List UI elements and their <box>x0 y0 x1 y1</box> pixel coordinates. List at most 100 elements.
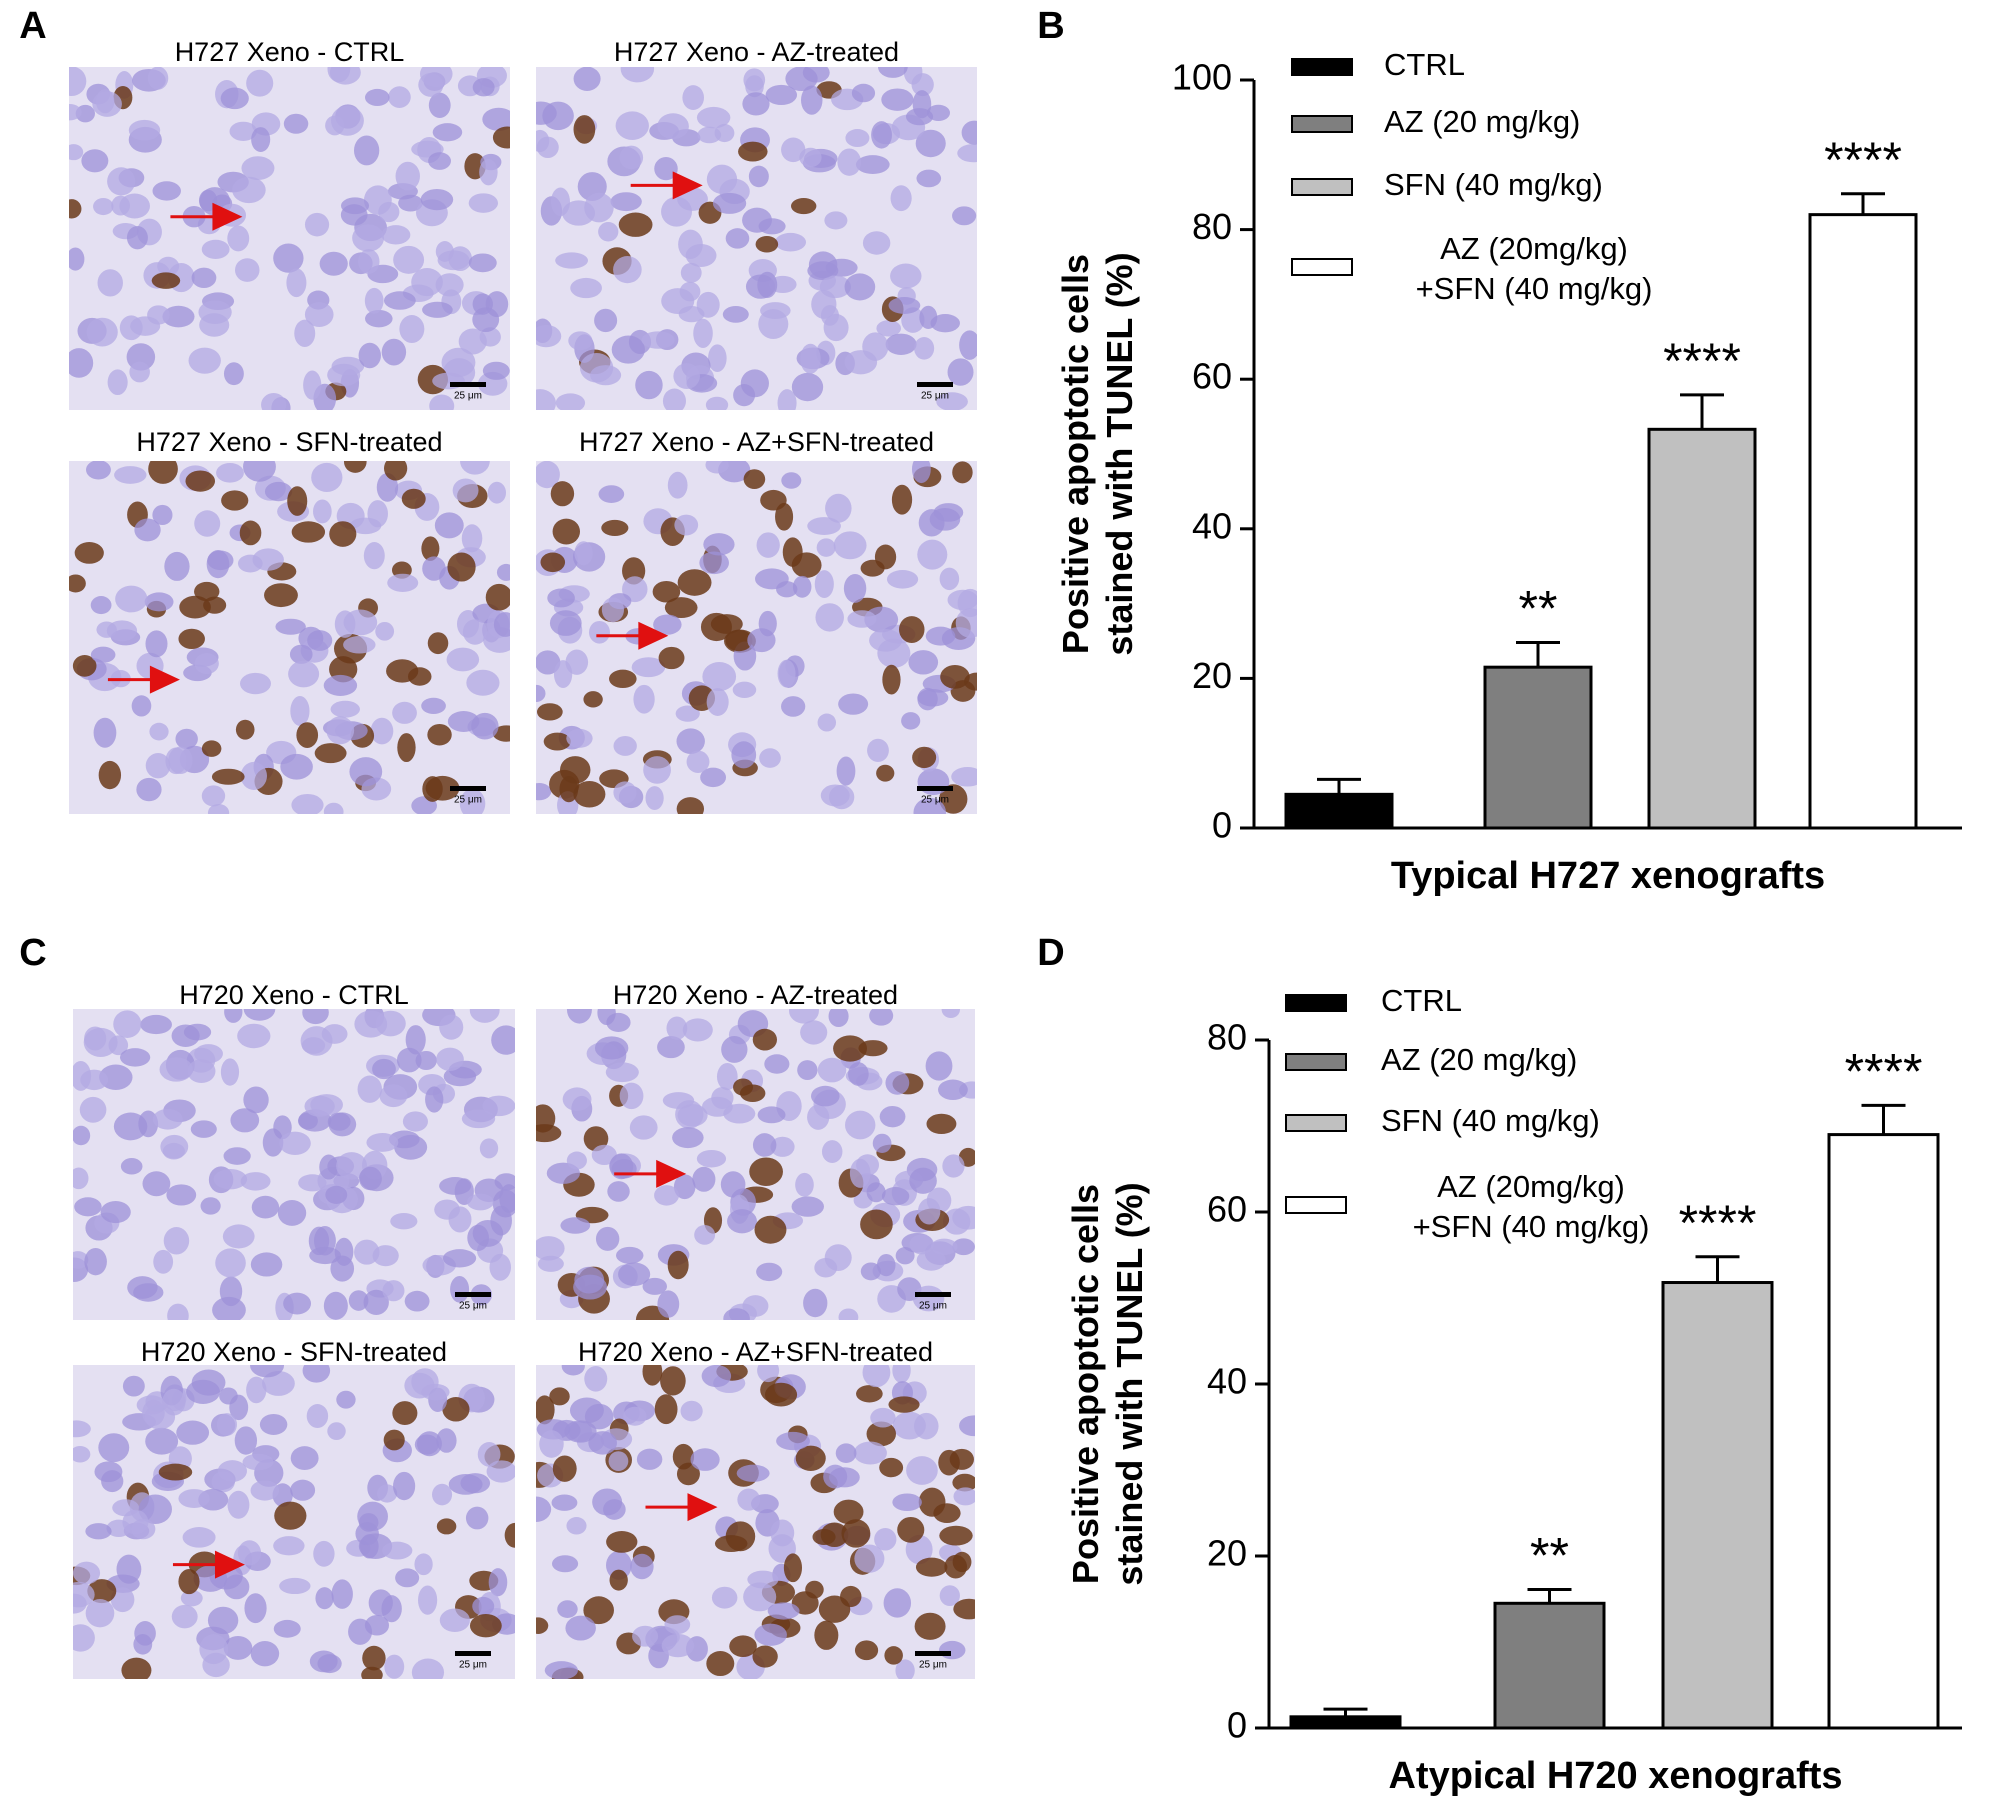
nucleus <box>120 1158 143 1175</box>
arrow-head <box>638 621 669 650</box>
nucleus <box>619 1082 644 1110</box>
nucleus <box>336 1390 356 1409</box>
nucleus <box>436 1428 457 1453</box>
nucleus <box>848 1062 869 1086</box>
nucleus <box>631 657 666 678</box>
nucleus <box>180 1590 203 1607</box>
nucleus <box>952 206 977 226</box>
nucleus <box>564 1420 597 1443</box>
nucleus <box>909 1167 937 1194</box>
nucleus <box>536 461 560 489</box>
nucleus <box>756 532 780 558</box>
nucleus <box>145 753 171 779</box>
nucleus <box>194 510 221 537</box>
nucleus <box>178 1489 210 1509</box>
nucleus <box>106 620 138 642</box>
nucleus <box>286 268 307 298</box>
nucleus <box>708 344 727 373</box>
nucleus <box>227 225 250 252</box>
nucleus <box>491 1025 515 1055</box>
nucleus <box>472 307 500 333</box>
nucleus <box>331 105 364 136</box>
nucleus <box>925 1051 953 1081</box>
nucleus <box>390 1213 418 1230</box>
nucleus <box>672 1127 704 1149</box>
nucleus <box>941 1009 961 1019</box>
nucleus <box>549 1387 570 1406</box>
nucleus <box>714 123 735 143</box>
nucleus <box>601 597 625 623</box>
nucleus <box>555 252 589 269</box>
nucleus <box>754 1623 787 1646</box>
nucleus <box>303 370 322 400</box>
arrow-head <box>149 665 180 694</box>
nucleus <box>727 1209 757 1234</box>
nucleus <box>725 629 753 652</box>
nucleus <box>80 1069 109 1091</box>
nucleus <box>393 1471 416 1501</box>
bar <box>1493 1601 1606 1730</box>
nucleus <box>158 1463 193 1481</box>
nucleus <box>73 1445 91 1463</box>
nucleus <box>642 1365 663 1386</box>
nucleus <box>632 1625 659 1647</box>
nucleus <box>608 1451 629 1472</box>
nucleus <box>748 165 769 188</box>
nucleus <box>361 1666 383 1679</box>
nucleus <box>591 1144 617 1166</box>
nucleus <box>142 1171 171 1197</box>
nucleus <box>354 1239 380 1265</box>
nucleus <box>69 67 87 97</box>
nucleus <box>611 335 645 364</box>
x-axis-label: Typical H727 xenografts <box>1391 855 1825 897</box>
nucleus <box>878 67 908 78</box>
nucleus <box>427 632 449 655</box>
nucleus <box>908 650 939 675</box>
nucleus <box>131 695 152 717</box>
nucleus <box>251 1195 280 1219</box>
nucleus <box>662 388 687 410</box>
nucleus <box>93 717 117 748</box>
nucleus <box>492 126 510 149</box>
nucleus <box>618 1262 651 1287</box>
nucleus <box>536 1236 565 1261</box>
nucleus <box>327 67 351 83</box>
y-tick-label: 80 <box>1192 206 1232 247</box>
nucleus <box>876 764 895 782</box>
nucleus <box>884 1646 903 1665</box>
nucleus <box>866 1182 886 1203</box>
nucleus <box>73 1561 101 1585</box>
nucleus <box>837 148 862 176</box>
nucleus <box>153 1249 174 1274</box>
nucleus <box>711 1586 738 1609</box>
nucleus <box>752 1028 777 1051</box>
nucleus <box>756 1262 783 1282</box>
nucleus <box>745 75 764 98</box>
nucleus <box>472 78 495 97</box>
nucleus <box>811 289 837 319</box>
micrograph: 25 μm <box>536 461 977 814</box>
nucleus <box>73 1251 89 1269</box>
nucleus <box>911 461 931 484</box>
nucleus <box>395 161 420 191</box>
nucleus <box>304 1095 335 1117</box>
nucleus <box>178 628 205 649</box>
nucleus <box>657 1290 680 1318</box>
nucleus <box>234 1426 258 1455</box>
nucleus <box>947 358 974 386</box>
nucleus <box>250 1252 283 1277</box>
nucleus <box>898 616 925 643</box>
nucleus <box>95 89 115 114</box>
nucleus <box>733 383 756 407</box>
nucleus <box>590 365 622 386</box>
nucleus <box>536 650 561 675</box>
nucleus <box>667 471 688 499</box>
nucleus <box>755 568 789 590</box>
scale-bar-label: 25 μm <box>454 795 482 806</box>
nucleus <box>466 669 500 696</box>
nucleus <box>73 1420 91 1438</box>
nucleus <box>468 253 497 273</box>
nucleus <box>583 691 603 708</box>
nucleus <box>201 785 226 807</box>
nucleus <box>467 1224 489 1252</box>
